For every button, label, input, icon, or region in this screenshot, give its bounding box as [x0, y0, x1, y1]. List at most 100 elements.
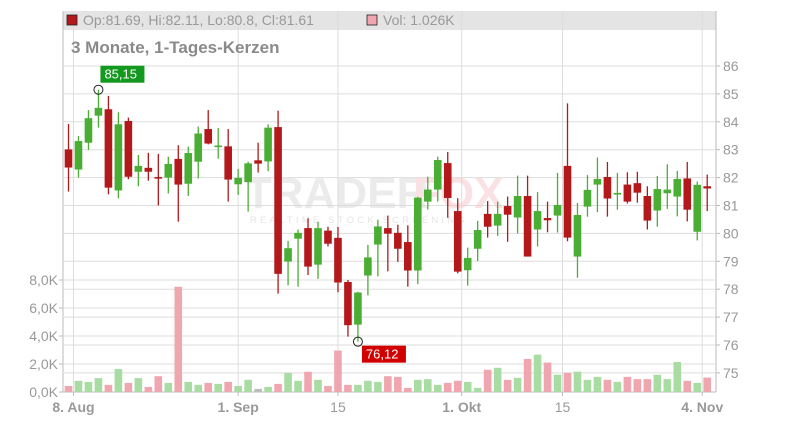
high-label: 85,15	[104, 67, 137, 82]
candle[interactable]	[513, 175, 522, 234]
candle[interactable]	[224, 129, 232, 202]
candle[interactable]	[264, 124, 272, 172]
candle[interactable]	[144, 152, 153, 181]
candle[interactable]	[663, 164, 672, 209]
candle[interactable]	[204, 110, 213, 145]
candle[interactable]	[284, 240, 292, 286]
candle[interactable]	[633, 171, 642, 203]
candle[interactable]	[463, 247, 472, 286]
ohlc-legend-text: Op:81.69, Hi:82.11, Lo:80.8, Cl:81.61	[83, 12, 314, 28]
candle[interactable]	[523, 175, 532, 257]
candle[interactable]	[593, 157, 602, 213]
candle[interactable]	[643, 186, 652, 230]
candle[interactable]	[74, 136, 83, 178]
candle[interactable]	[453, 198, 462, 274]
volume-bar	[663, 379, 672, 392]
candle[interactable]	[693, 181, 702, 241]
volume-tick-label: 6,0K	[29, 300, 58, 316]
candle[interactable]	[354, 291, 362, 342]
candle[interactable]	[324, 226, 332, 247]
candle[interactable]	[294, 229, 302, 287]
candle[interactable]	[613, 172, 622, 210]
volume-bar	[414, 379, 422, 392]
candle[interactable]	[84, 110, 93, 150]
candle[interactable]	[274, 110, 282, 294]
candle[interactable]	[703, 174, 712, 212]
candle[interactable]	[414, 196, 422, 285]
candle[interactable]	[174, 145, 183, 222]
price-tick-label: 80	[723, 225, 739, 241]
watermark-tagline: REALTIME STOCK SCREENING	[250, 215, 468, 226]
candle[interactable]	[104, 95, 113, 195]
volume-bar	[633, 379, 642, 392]
candle[interactable]	[314, 221, 322, 279]
volume-bar	[364, 380, 372, 392]
volume-bar	[284, 372, 292, 392]
candle[interactable]	[244, 161, 252, 212]
candle[interactable]	[533, 192, 542, 247]
candle[interactable]	[563, 103, 572, 242]
candle[interactable]	[94, 89, 103, 128]
candle[interactable]	[124, 117, 133, 180]
volume-bar	[174, 286, 183, 392]
candle[interactable]	[164, 156, 173, 194]
low-label: 76,12	[366, 347, 399, 362]
candle[interactable]	[423, 176, 432, 210]
candle[interactable]	[493, 201, 502, 236]
candle[interactable]	[154, 153, 163, 206]
candle[interactable]	[573, 202, 582, 278]
volume-bar	[673, 362, 682, 392]
candle[interactable]	[394, 224, 402, 262]
candle[interactable]	[304, 218, 312, 275]
candle[interactable]	[653, 175, 662, 227]
candle[interactable]	[194, 126, 203, 179]
candle[interactable]	[334, 226, 342, 293]
volume-bar	[693, 382, 702, 392]
candle[interactable]	[134, 155, 143, 187]
candle[interactable]	[214, 127, 222, 159]
candle[interactable]	[384, 215, 392, 272]
candle[interactable]	[473, 220, 482, 262]
volume-bar	[144, 386, 153, 392]
volume-bar	[294, 380, 302, 392]
candle[interactable]	[443, 151, 452, 218]
volume-bar	[583, 379, 592, 392]
volume-bar	[503, 379, 512, 392]
volume-bar	[473, 387, 482, 392]
annotations: 85,15 76,12	[93, 65, 406, 363]
price-tick-label: 84	[723, 114, 739, 130]
volume-bar	[543, 362, 552, 392]
candle[interactable]	[114, 112, 123, 199]
candle[interactable]	[583, 175, 592, 217]
candle[interactable]	[234, 168, 242, 195]
price-tick-label: 83	[723, 142, 739, 158]
candle[interactable]	[254, 142, 262, 173]
candle[interactable]	[683, 161, 692, 222]
volume-bar	[204, 382, 213, 392]
candle[interactable]	[184, 146, 193, 197]
candle[interactable]	[364, 244, 372, 296]
volume-bar	[483, 369, 492, 392]
price-tick-label: 85	[723, 86, 739, 102]
candle[interactable]	[623, 172, 632, 204]
volume-bar	[404, 387, 412, 392]
candle[interactable]	[404, 225, 412, 287]
candle[interactable]	[603, 161, 612, 217]
candle[interactable]	[433, 156, 442, 202]
candle[interactable]	[553, 172, 562, 233]
candle[interactable]	[503, 196, 512, 242]
candles	[64, 89, 712, 342]
ohlc-legend-swatch	[66, 14, 78, 26]
candle[interactable]	[64, 124, 73, 192]
price-tick-label: 79	[723, 253, 739, 269]
price-tick-label: 76	[723, 337, 739, 353]
candle[interactable]	[673, 170, 682, 217]
candle[interactable]	[374, 219, 382, 277]
volume-bar	[683, 380, 692, 392]
candle[interactable]	[344, 279, 352, 337]
volume-tick-label: 8,0K	[29, 272, 58, 288]
candle[interactable]	[483, 201, 492, 238]
candle[interactable]	[543, 201, 552, 233]
